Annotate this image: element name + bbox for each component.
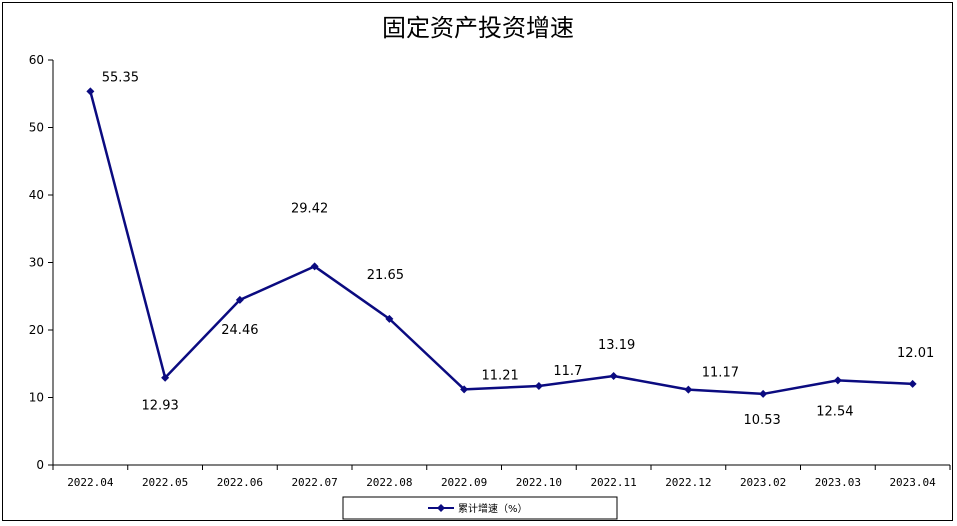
y-tick-label: 50 (29, 121, 44, 135)
chart-title: 固定资产投资增速 (382, 14, 574, 42)
y-tick-label: 60 (29, 53, 44, 67)
data-label: 29.42 (291, 201, 328, 216)
data-point-marker (609, 371, 618, 380)
x-tick-label: 2022.11 (590, 476, 636, 489)
legend-box (342, 496, 618, 520)
legend: 累计增速（%） (342, 496, 618, 520)
y-tick-label: 10 (29, 391, 44, 405)
data-labels: 55.35 12.93 24.46 29.42 21.65 11.21 11.7 13.19 1… (102, 70, 934, 428)
data-label: 10.53 (744, 413, 781, 428)
data-label: 24.46 (221, 323, 258, 338)
y-axis-ticks: 0 10 20 30 40 50 60 (29, 53, 53, 472)
data-label: 11.7 (553, 364, 582, 379)
x-tick-label: 2022.09 (441, 476, 487, 489)
series-group (86, 87, 917, 398)
data-label: 11.17 (702, 366, 739, 381)
x-tick-label: 2022.05 (142, 476, 188, 489)
data-point-marker (385, 314, 394, 323)
data-point-marker (235, 295, 244, 304)
data-point-marker (161, 373, 170, 382)
y-tick-label: 30 (29, 256, 44, 270)
legend-label: 累计增速（%） (458, 502, 528, 515)
data-label: 12.01 (897, 346, 934, 361)
x-tick-label: 2022.12 (665, 476, 711, 489)
x-tick-label: 2022.06 (217, 476, 263, 489)
data-label: 55.35 (102, 70, 139, 85)
x-tick-label: 2023.04 (889, 476, 936, 489)
x-tick-label: 2022.08 (366, 476, 412, 489)
data-label: 12.93 (142, 399, 179, 414)
x-tick-label: 2022.07 (291, 476, 337, 489)
y-tick-label: 20 (29, 323, 44, 337)
series-line (89, 91, 913, 396)
data-point-marker (684, 385, 693, 394)
data-point-marker (86, 87, 95, 96)
data-point-marker (908, 379, 917, 388)
data-point-marker (310, 262, 319, 271)
x-axis-ticks: 2022.04 2022.05 2022.06 2022.07 2022.08 2022.… (52, 465, 951, 489)
data-label: 21.65 (367, 268, 404, 283)
x-tick-label: 2023.02 (740, 476, 786, 489)
x-tick-label: 2022.04 (67, 476, 114, 489)
data-point-marker (833, 376, 842, 385)
data-point-marker (759, 389, 768, 398)
data-label: 11.21 (482, 368, 519, 383)
data-point-marker (460, 385, 469, 394)
data-label: 13.19 (598, 338, 635, 353)
y-tick-label: 40 (29, 188, 44, 202)
data-label: 12.54 (816, 404, 853, 419)
legend-marker-swatch (437, 504, 445, 512)
data-point-marker (534, 382, 543, 391)
y-tick-label: 0 (36, 458, 44, 472)
x-tick-label: 2022.10 (516, 476, 562, 489)
x-tick-label: 2023.03 (815, 476, 861, 489)
